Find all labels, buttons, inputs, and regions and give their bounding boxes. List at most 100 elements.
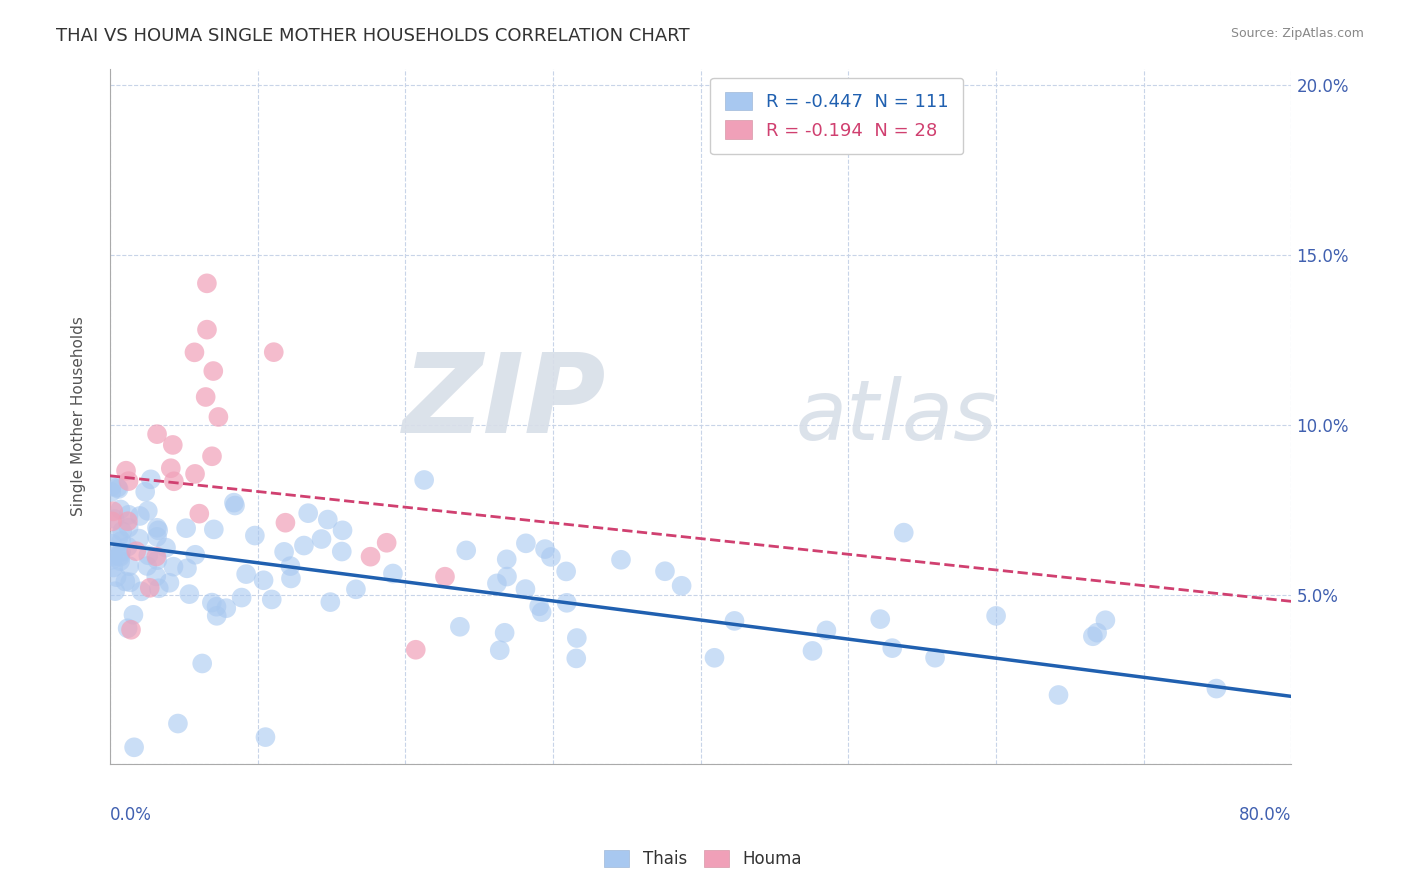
Point [207, 409, 229, 424]
Point [136, 504, 159, 518]
Point [1094, 613, 1116, 627]
Point [360, 549, 382, 564]
Point [101, 549, 124, 564]
Point [869, 612, 891, 626]
Point [405, 642, 427, 657]
Point [114, 574, 136, 589]
Legend: Thais, Houma: Thais, Houma [598, 843, 808, 875]
Point [555, 565, 578, 579]
Point [136, 559, 159, 574]
Point [215, 601, 238, 615]
Point [243, 528, 266, 542]
Point [344, 582, 367, 597]
Point [494, 625, 516, 640]
Point [146, 427, 169, 442]
Point [103, 560, 125, 574]
Point [194, 390, 217, 404]
Point [128, 508, 150, 523]
Point [495, 552, 517, 566]
Point [893, 525, 915, 540]
Point [202, 364, 225, 378]
Point [117, 514, 139, 528]
Text: 80.0%: 80.0% [1239, 806, 1292, 824]
Point [110, 533, 132, 548]
Point [530, 605, 553, 619]
Point [103, 504, 125, 518]
Point [195, 323, 218, 337]
Point [107, 482, 129, 496]
Point [254, 730, 277, 744]
Point [184, 548, 207, 562]
Point [117, 474, 139, 488]
Point [159, 575, 181, 590]
Point [1205, 681, 1227, 696]
Point [179, 587, 201, 601]
Point [111, 524, 134, 538]
Point [139, 581, 162, 595]
Point [260, 592, 283, 607]
Point [496, 569, 519, 583]
Point [565, 631, 588, 645]
Point [316, 512, 339, 526]
Point [413, 473, 436, 487]
Point [155, 541, 177, 555]
Point [115, 464, 138, 478]
Text: ZIP: ZIP [402, 349, 606, 456]
Point [176, 561, 198, 575]
Point [184, 467, 207, 481]
Point [110, 554, 132, 568]
Point [139, 472, 162, 486]
Point [136, 549, 159, 563]
Point [101, 537, 124, 551]
Point [201, 450, 224, 464]
Point [297, 506, 319, 520]
Point [555, 596, 578, 610]
Point [100, 485, 122, 500]
Point [145, 569, 167, 583]
Point [205, 599, 228, 614]
Text: Source: ZipAtlas.com: Source: ZipAtlas.com [1230, 27, 1364, 40]
Point [231, 591, 253, 605]
Point [167, 716, 190, 731]
Point [107, 480, 129, 494]
Point [117, 520, 139, 534]
Point [263, 345, 285, 359]
Point [110, 544, 132, 558]
Point [117, 540, 139, 554]
Point [163, 475, 186, 489]
Point [148, 581, 170, 595]
Point [274, 516, 297, 530]
Point [311, 532, 333, 546]
Point [540, 549, 562, 564]
Point [146, 530, 169, 544]
Point [104, 512, 127, 526]
Text: THAI VS HOUMA SINGLE MOTHER HOUSEHOLDS CORRELATION CHART: THAI VS HOUMA SINGLE MOTHER HOUSEHOLDS C… [56, 27, 690, 45]
Y-axis label: Single Mother Households: Single Mother Households [72, 317, 86, 516]
Point [105, 570, 128, 584]
Point [101, 553, 124, 567]
Point [100, 480, 122, 494]
Point [280, 559, 302, 574]
Point [534, 542, 557, 557]
Point [188, 507, 211, 521]
Point [104, 584, 127, 599]
Point [235, 567, 257, 582]
Point [433, 570, 456, 584]
Legend: R = -0.447  N = 111, R = -0.194  N = 28: R = -0.447 N = 111, R = -0.194 N = 28 [710, 78, 963, 154]
Point [146, 553, 169, 567]
Point [131, 584, 153, 599]
Point [381, 566, 404, 581]
Point [222, 496, 245, 510]
Point [565, 651, 588, 665]
Point [815, 624, 838, 638]
Point [201, 596, 224, 610]
Point [202, 522, 225, 536]
Point [654, 564, 676, 578]
Point [148, 524, 170, 538]
Point [122, 607, 145, 622]
Point [128, 532, 150, 546]
Point [110, 549, 132, 564]
Point [134, 484, 156, 499]
Point [485, 576, 508, 591]
Point [527, 599, 550, 614]
